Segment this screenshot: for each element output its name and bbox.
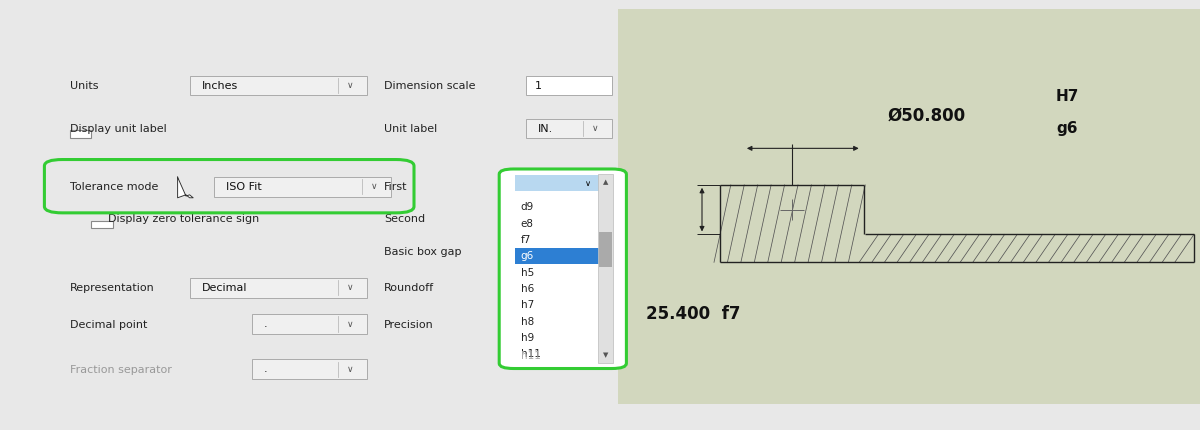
Text: ∨: ∨ [592, 124, 599, 133]
Text: Tolerance mode: Tolerance mode [70, 182, 158, 192]
Text: ∨: ∨ [347, 365, 354, 374]
Text: h6: h6 [521, 284, 534, 294]
Text: Decimal point: Decimal point [70, 319, 146, 330]
Text: h11: h11 [521, 351, 541, 362]
Text: Representation: Representation [70, 283, 155, 293]
Polygon shape [178, 177, 193, 198]
Text: h5: h5 [521, 267, 534, 278]
Text: ∨: ∨ [584, 179, 592, 187]
Text: d9: d9 [521, 202, 534, 212]
Text: h11: h11 [521, 349, 541, 359]
Text: ∨: ∨ [347, 283, 354, 292]
Text: 1: 1 [535, 80, 542, 91]
Text: First: First [384, 182, 408, 192]
Text: Precision: Precision [384, 319, 433, 330]
Text: .: . [264, 319, 268, 329]
Text: Ø50.800: Ø50.800 [888, 107, 966, 125]
Text: h8: h8 [521, 316, 534, 327]
Text: ∨: ∨ [347, 81, 354, 90]
Text: ▲: ▲ [602, 179, 608, 185]
FancyBboxPatch shape [190, 76, 367, 95]
FancyBboxPatch shape [499, 169, 626, 369]
Text: e8: e8 [521, 218, 534, 229]
Bar [598, 174, 613, 363]
Text: ∨: ∨ [347, 320, 354, 329]
Text: Fraction separator: Fraction separator [70, 365, 172, 375]
Text: Units: Units [70, 81, 98, 91]
Text: Inches: Inches [202, 80, 238, 91]
Bar [599, 232, 612, 267]
Text: IN.: IN. [538, 123, 553, 134]
Text: H7: H7 [1056, 89, 1079, 104]
Text: Decimal: Decimal [202, 283, 247, 293]
Text: Roundoff: Roundoff [384, 283, 434, 293]
FancyBboxPatch shape [252, 359, 367, 379]
Text: Display unit label: Display unit label [70, 124, 167, 134]
Text: f7: f7 [521, 235, 532, 245]
Text: Dimension scale: Dimension scale [384, 81, 475, 91]
Text: g6: g6 [521, 251, 534, 261]
FancyBboxPatch shape [526, 119, 612, 138]
Text: ISO Fit: ISO Fit [226, 181, 262, 192]
FancyBboxPatch shape [526, 76, 612, 95]
Bar [515, 248, 599, 264]
Text: g6: g6 [1056, 122, 1078, 136]
FancyBboxPatch shape [190, 278, 367, 298]
Text: ▼: ▼ [602, 353, 608, 359]
FancyBboxPatch shape [252, 314, 367, 334]
Bar [515, 175, 599, 191]
Text: Basic box gap: Basic box gap [384, 246, 462, 257]
FancyBboxPatch shape [214, 177, 391, 197]
Text: Display zero tolerance sign: Display zero tolerance sign [108, 214, 259, 224]
FancyBboxPatch shape [70, 130, 91, 138]
Text: 25.400  f7: 25.400 f7 [646, 305, 740, 323]
Text: ∨: ∨ [371, 182, 378, 191]
FancyBboxPatch shape [91, 221, 113, 228]
Text: Unit label: Unit label [384, 124, 437, 134]
Text: h7: h7 [521, 300, 534, 310]
Text: Second: Second [384, 214, 425, 224]
Text: h9: h9 [521, 333, 534, 343]
Bar [618, 9, 1200, 404]
Text: .: . [264, 364, 268, 375]
